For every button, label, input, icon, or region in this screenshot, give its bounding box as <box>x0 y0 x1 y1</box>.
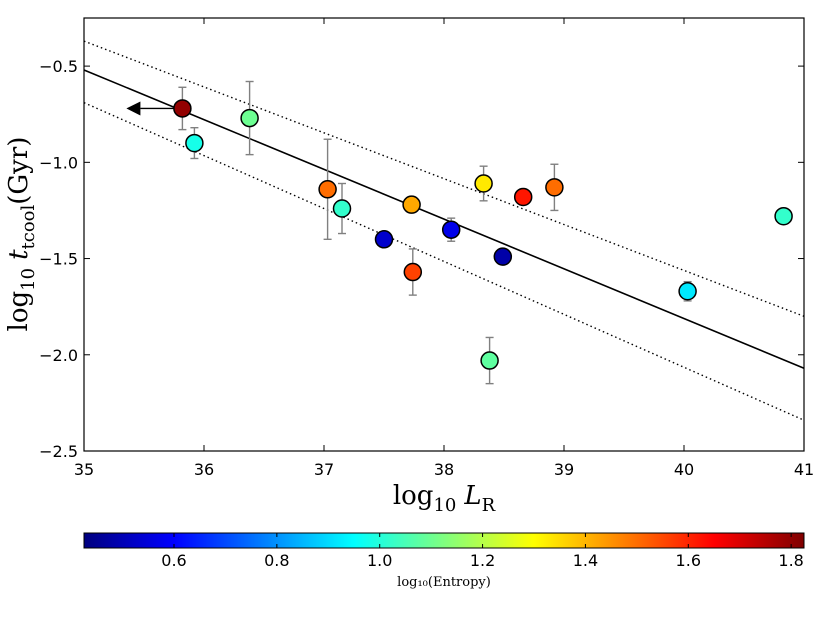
data-point <box>678 282 697 301</box>
data-point <box>774 206 793 226</box>
data-point <box>374 230 394 249</box>
fit-line <box>84 69 804 369</box>
data-point <box>173 99 192 118</box>
colorbar-tick-label: 1.6 <box>676 551 701 570</box>
data-point <box>403 262 423 282</box>
x-tick-label: 40 <box>674 460 694 479</box>
y-axis-label: log10ttcool(Gyr) <box>4 137 39 332</box>
data-point <box>185 133 204 153</box>
colorbar <box>83 532 805 549</box>
confidence-lower-line <box>84 102 804 421</box>
data-point <box>513 187 533 207</box>
data-point <box>240 108 259 128</box>
data-point <box>474 174 493 193</box>
y-tick-label: −1.5 <box>39 250 78 269</box>
colorbar-tick-label: 1.0 <box>367 551 392 570</box>
confidence-upper-line <box>84 40 804 317</box>
y-tick-label: −2.0 <box>39 346 78 365</box>
data-point <box>332 199 352 218</box>
colorbar-tick-label: 0.8 <box>264 551 289 570</box>
colorbar-tick-label: 1.8 <box>778 551 803 570</box>
data-point <box>545 178 564 197</box>
data-point <box>480 351 499 370</box>
x-tick-label: 37 <box>314 460 334 479</box>
data-point <box>493 247 513 266</box>
colorbar-tick-label: 1.2 <box>470 551 495 570</box>
x-tick-label: 39 <box>554 460 574 479</box>
colorbar-label: log₁₀(Entropy) <box>397 575 491 590</box>
y-tick-label: −1.0 <box>39 153 78 172</box>
x-axis-label: log10 LR <box>393 481 496 516</box>
x-tick-label: 35 <box>74 460 94 479</box>
data-point <box>441 220 461 239</box>
limit-arrow-head-icon <box>126 101 141 116</box>
colorbar-tick-label: 1.4 <box>573 551 598 570</box>
y-tick-label: −0.5 <box>39 57 78 76</box>
data-point <box>318 180 337 199</box>
x-tick-label: 38 <box>434 460 454 479</box>
x-tick-label: 41 <box>794 460 814 479</box>
x-tick-label: 36 <box>194 460 214 479</box>
data-point <box>402 195 421 214</box>
colorbar-tick-label: 0.6 <box>161 551 186 570</box>
y-tick-label: −2.5 <box>39 442 78 461</box>
